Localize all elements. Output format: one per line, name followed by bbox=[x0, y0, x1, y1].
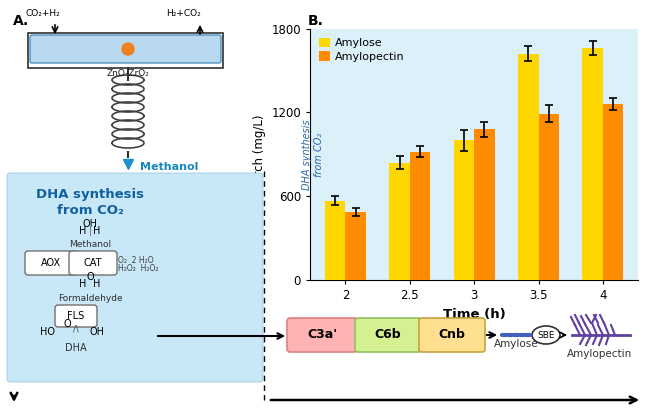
Text: ZnO-ZrO₂: ZnO-ZrO₂ bbox=[107, 69, 150, 78]
Text: O: O bbox=[86, 272, 94, 282]
Text: OH: OH bbox=[83, 219, 98, 229]
Circle shape bbox=[122, 43, 134, 55]
Text: Methanol: Methanol bbox=[69, 240, 111, 249]
Text: H: H bbox=[79, 279, 86, 289]
FancyBboxPatch shape bbox=[7, 173, 263, 382]
Text: H₂O₂  H₂O₂: H₂O₂ H₂O₂ bbox=[118, 264, 159, 273]
FancyBboxPatch shape bbox=[355, 318, 421, 352]
Text: B.: B. bbox=[308, 14, 324, 28]
Text: DHA synthesis
from CO₂: DHA synthesis from CO₂ bbox=[302, 119, 324, 190]
Text: AOX: AOX bbox=[41, 258, 61, 268]
Bar bbox=[518, 54, 539, 280]
Bar bbox=[474, 129, 495, 280]
Text: /\: /\ bbox=[73, 325, 79, 334]
FancyBboxPatch shape bbox=[69, 251, 117, 275]
Bar bbox=[539, 114, 559, 280]
Text: HO: HO bbox=[40, 327, 55, 337]
Text: H: H bbox=[94, 279, 101, 289]
Text: O₂  2 H₂O: O₂ 2 H₂O bbox=[118, 256, 153, 265]
FancyBboxPatch shape bbox=[287, 318, 357, 352]
Ellipse shape bbox=[532, 326, 560, 344]
Text: DHA: DHA bbox=[65, 343, 87, 353]
Text: CAT: CAT bbox=[84, 258, 102, 268]
Legend: Amylose, Amylopectin: Amylose, Amylopectin bbox=[316, 34, 408, 65]
Text: Formaldehyde: Formaldehyde bbox=[58, 294, 122, 303]
Text: FLS: FLS bbox=[68, 311, 84, 321]
Text: Methanol: Methanol bbox=[140, 162, 198, 172]
Text: O: O bbox=[63, 319, 71, 329]
Text: Amylose: Amylose bbox=[494, 339, 538, 349]
Text: |: | bbox=[88, 227, 92, 236]
Bar bbox=[325, 200, 345, 280]
Text: DHA synthesis
from CO₂: DHA synthesis from CO₂ bbox=[36, 188, 144, 217]
Text: C6b: C6b bbox=[374, 328, 401, 342]
Bar bbox=[582, 48, 603, 280]
Bar bbox=[603, 104, 623, 280]
Text: CO₂+H₂: CO₂+H₂ bbox=[25, 9, 60, 18]
FancyBboxPatch shape bbox=[25, 251, 77, 275]
FancyBboxPatch shape bbox=[419, 318, 485, 352]
Bar bbox=[345, 212, 366, 280]
Text: H: H bbox=[79, 226, 86, 236]
FancyBboxPatch shape bbox=[55, 305, 97, 327]
Text: OH: OH bbox=[90, 327, 105, 337]
Text: A.: A. bbox=[13, 14, 29, 28]
Text: Cnb: Cnb bbox=[439, 328, 465, 342]
Bar bbox=[410, 152, 430, 280]
Bar bbox=[389, 163, 410, 280]
FancyBboxPatch shape bbox=[30, 35, 221, 63]
Text: SBE: SBE bbox=[538, 330, 554, 339]
Text: C3a': C3a' bbox=[307, 328, 337, 342]
Text: H: H bbox=[94, 226, 101, 236]
Text: H₂+CO₂: H₂+CO₂ bbox=[166, 9, 201, 18]
Text: Amylopectin: Amylopectin bbox=[567, 349, 632, 359]
Y-axis label: Starch (mg/L): Starch (mg/L) bbox=[253, 114, 266, 195]
X-axis label: Time (h): Time (h) bbox=[443, 308, 506, 321]
Bar bbox=[454, 140, 474, 280]
